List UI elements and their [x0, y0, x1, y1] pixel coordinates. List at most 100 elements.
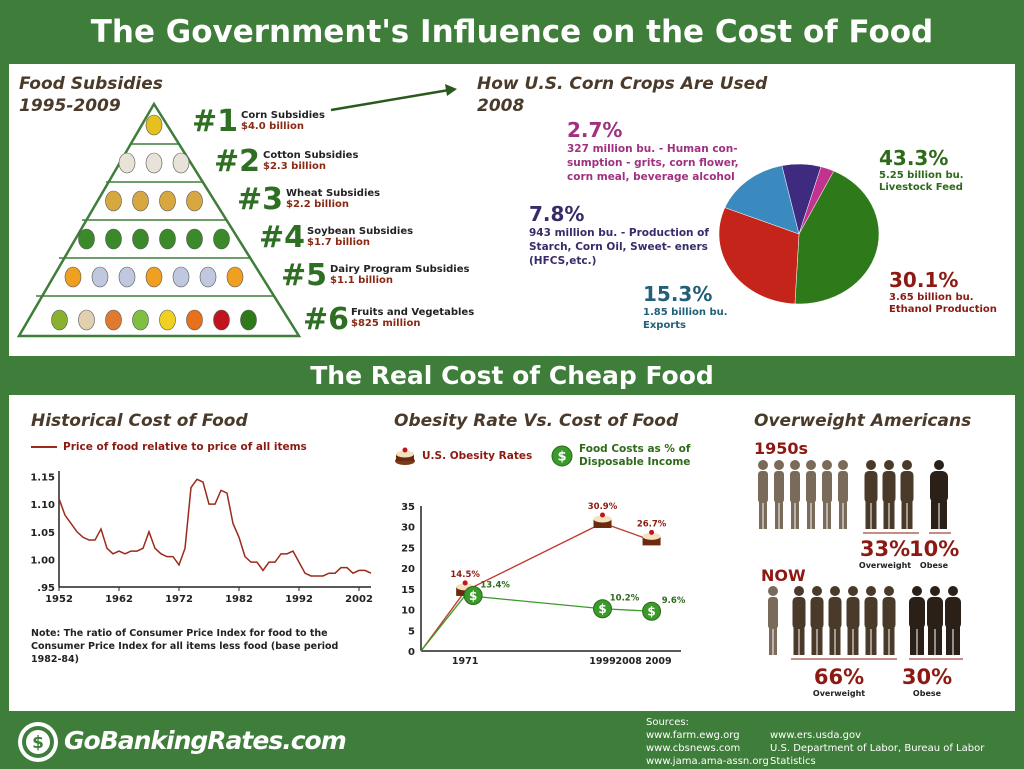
cake-icon — [395, 447, 415, 465]
slice-pct: 2.7% — [567, 118, 623, 142]
mushroom-icon — [78, 309, 95, 331]
x-tick-label: 1972 — [165, 594, 193, 605]
person-icon — [927, 586, 943, 655]
dollar-marker: $ — [463, 585, 483, 605]
subsidy-amount: $1.1 billion — [330, 275, 394, 286]
dollar-icon: $ — [551, 445, 573, 467]
person-icon — [774, 460, 784, 529]
stat-label: Obese — [912, 689, 942, 698]
slice-desc: 5.25 billion bu. Livestock Feed — [879, 170, 964, 193]
data-label: 13.4% — [480, 580, 510, 590]
subsidy-name: Dairy Program Subsidies — [330, 264, 470, 275]
source-link[interactable]: www.jama.ama-assn.org — [646, 756, 769, 767]
slice-desc: 1.85 billion bu. Exports — [643, 307, 728, 331]
y-tick-label: 30 — [401, 523, 415, 534]
person-icon — [810, 586, 824, 655]
soybean-icon — [186, 228, 203, 250]
subsidy-name: Cotton Subsidies — [263, 150, 359, 161]
people-1950s — [758, 460, 951, 534]
legend-swatch — [31, 446, 57, 448]
stat-value: 10% — [909, 537, 960, 561]
pyramid-icon-layer — [51, 114, 257, 331]
slice-desc: 327 million bu. - Human con- sumption - … — [567, 143, 739, 183]
sources-title: Sources: — [646, 717, 689, 728]
legend-obesity: U.S. Obesity Rates — [422, 450, 533, 462]
pie-slice — [718, 207, 800, 305]
stat-label: Overweight — [812, 689, 866, 698]
source-link[interactable]: www.farm.ewg.org — [646, 730, 740, 741]
subsidy-name: Wheat Subsidies — [286, 188, 381, 199]
x-tick-label: 1982 — [225, 594, 253, 605]
x-tick-label: 1971 — [452, 656, 478, 667]
source-link[interactable]: www.cbsnews.com — [646, 743, 741, 754]
svg-text:$: $ — [598, 602, 606, 616]
data-label: 10.2% — [610, 594, 640, 604]
subsidy-name: Fruits and Vegetables — [351, 307, 475, 318]
svg-text:$: $ — [557, 450, 566, 465]
rank-2: #2 — [214, 144, 261, 179]
svg-text:$: $ — [469, 589, 477, 603]
wheat-icon — [105, 190, 122, 212]
subsidy-name: Soybean Subsidies — [307, 226, 414, 237]
overweight-title: Overweight Americans — [754, 411, 972, 431]
soybean-icon — [213, 228, 230, 250]
person-icon — [768, 586, 778, 655]
soybean-icon — [159, 228, 176, 250]
stat-value: 33% — [859, 537, 911, 561]
milk-icon — [199, 266, 217, 288]
series-line — [420, 594, 652, 652]
slice-pct: 7.8% — [529, 202, 585, 226]
subsidy-amount: $2.2 billion — [286, 199, 350, 210]
people-now — [768, 586, 963, 660]
person-icon — [882, 460, 896, 529]
bottom-panel: Historical Cost of Food Price of food re… — [9, 395, 1015, 711]
soybean-icon — [105, 228, 122, 250]
person-icon — [945, 586, 961, 655]
stat-label: Overweight — [858, 561, 912, 570]
cheese-icon — [64, 266, 82, 288]
carrot-icon — [186, 309, 203, 331]
wheat-icon — [132, 190, 149, 212]
pear-icon — [51, 309, 68, 331]
pie-slice — [798, 166, 835, 235]
milk-icon — [172, 266, 190, 288]
svg-text:$: $ — [647, 605, 655, 619]
subsidy-amount: $825 million — [351, 318, 421, 329]
cotton-icon — [172, 152, 190, 174]
person-icon — [822, 460, 832, 529]
x-tick-label: 1992 — [285, 594, 313, 605]
dollar-marker: $ — [593, 599, 613, 619]
y-tick-label: 1.10 — [30, 500, 55, 511]
cheese-icon — [145, 266, 163, 288]
obesity-title: Obesity Rate Vs. Cost of Food — [394, 411, 679, 431]
source-link[interactable]: www.ers.usda.gov — [770, 730, 862, 741]
y-tick-label: 1.05 — [30, 528, 55, 539]
cake-marker — [642, 529, 661, 546]
subsidies-title: Food Subsidies — [19, 74, 163, 94]
y-tick-label: 1.00 — [30, 555, 55, 566]
x-tick-label: 1952 — [45, 594, 73, 605]
person-icon — [882, 586, 896, 655]
dollar-marker: $ — [642, 601, 662, 621]
y-tick-label: 1.15 — [30, 473, 55, 484]
soybean-icon — [78, 228, 95, 250]
pie-slice — [794, 170, 880, 305]
data-label: 14.5% — [450, 570, 480, 580]
slice-pct: 30.1% — [889, 268, 959, 292]
x-tick-label: 1999 — [589, 656, 615, 667]
brand-logo-icon: $ — [18, 722, 58, 762]
brand-name[interactable]: GoBankingRates.com — [64, 726, 347, 755]
y-tick-label: 20 — [401, 564, 415, 575]
page-title: The Government's Influence on the Cost o… — [90, 14, 934, 50]
cake-marker — [593, 512, 612, 528]
slice-desc: 943 million bu. - Production of Starch, … — [529, 227, 709, 267]
person-icon — [909, 586, 925, 655]
corn-year: 2008 — [477, 96, 525, 116]
historical-note: Note: The ratio of Consumer Price Index … — [31, 628, 339, 665]
rank-6: #6 — [303, 302, 350, 337]
data-label: 26.7% — [637, 519, 667, 529]
stat-value: 66% — [813, 665, 865, 689]
rank-5: #5 — [281, 258, 328, 293]
subsidy-name: Corn Subsidies — [241, 110, 325, 121]
rank-4: #4 — [259, 220, 306, 255]
